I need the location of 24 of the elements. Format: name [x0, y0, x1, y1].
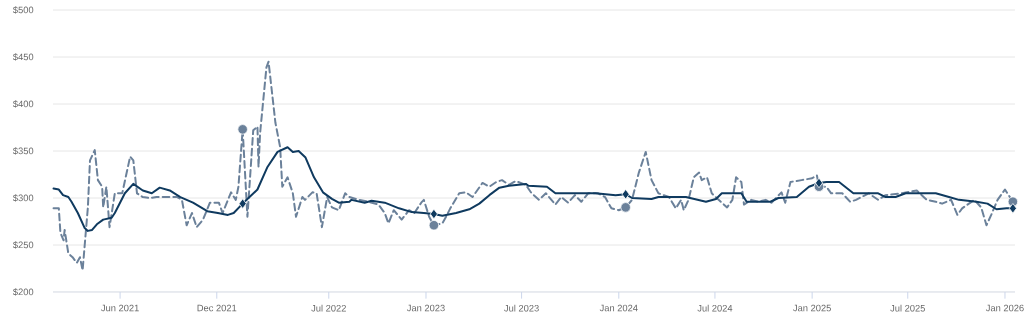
point	[620, 202, 631, 213]
x-tick-label: Jan 2025	[793, 304, 831, 312]
point	[621, 189, 630, 200]
y-tick-label: $300	[12, 194, 34, 202]
point	[238, 198, 247, 209]
point	[237, 124, 248, 135]
y-tick-label: $350	[12, 147, 34, 155]
point	[428, 220, 440, 231]
y-tick-label: $400	[12, 100, 34, 108]
x-tick-label: Dec 2021	[197, 304, 237, 312]
x-tick-label: Jul 2024	[697, 304, 733, 312]
point	[815, 177, 824, 189]
y-tick-label: $250	[12, 241, 34, 249]
x-tick-label: Jul 2023	[504, 304, 539, 312]
x-tick-label: Jul 2022	[311, 304, 346, 312]
x-tick-label: Jan 2024	[599, 304, 638, 312]
y-tick-label: $200	[12, 288, 34, 296]
x-tick-label: Jan 2026	[985, 304, 1024, 312]
x-tick-label: Jun 2021	[101, 304, 139, 312]
y-tick-label: $450	[12, 53, 34, 61]
point	[429, 208, 438, 220]
y-tick-label: $500	[12, 6, 34, 14]
x-tick-label: Jul 2025	[890, 304, 925, 312]
x-tick-label: Jan 2023	[406, 304, 445, 312]
